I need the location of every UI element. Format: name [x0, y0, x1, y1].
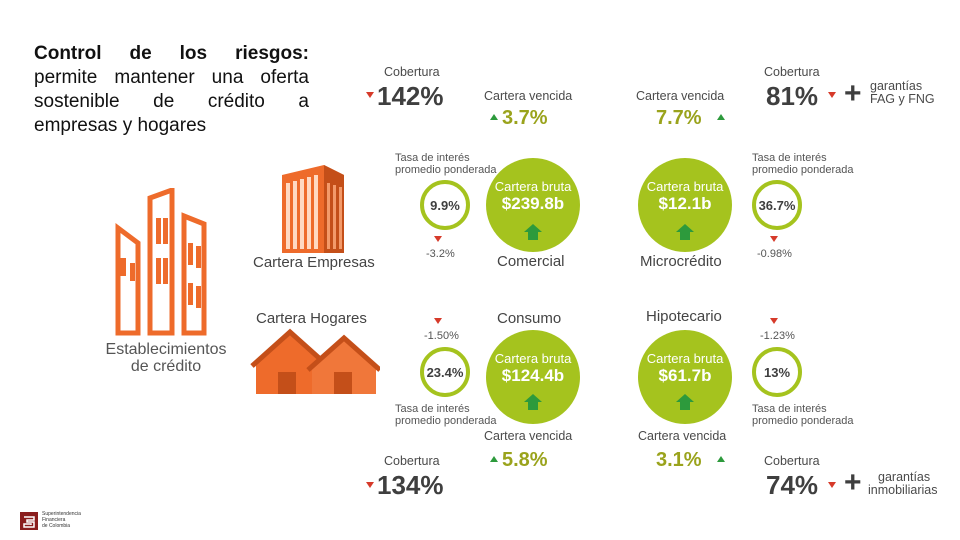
up-arrow-icon: [717, 456, 725, 462]
down-arrow-icon: [770, 236, 778, 242]
up-house-icon: [676, 394, 694, 410]
up-arrow-icon: [490, 456, 498, 462]
micro-coverage-value: 81%: [766, 81, 819, 111]
consumer-gross-circle: Cartera bruta $124.4b: [486, 330, 580, 424]
plus-icon: +: [844, 77, 862, 110]
commercial-rate-value: 9.9%: [430, 198, 460, 213]
mortgage-gross-value: $61.7b: [658, 366, 712, 385]
commercial-coverage-value: 142%: [377, 81, 444, 111]
commercial-npl-label: Cartera vencida: [484, 89, 573, 103]
superfinanciera-logo: Superintendencia Financiera de Colombia: [20, 510, 120, 534]
commercial-gross-circle: Cartera bruta $239.8b: [486, 158, 580, 252]
mortgage-coverage-value: 74%: [766, 470, 819, 500]
consumer-coverage-value: 134%: [377, 470, 444, 500]
mortgage-segment-label: Hipotecario: [646, 308, 722, 325]
mortgage-rate-label: Tasa de interés promedio ponderada: [752, 403, 854, 427]
plus-icon: +: [844, 466, 862, 499]
micro-rate-label: Tasa de interés promedio ponderada: [752, 152, 854, 176]
intro-title: Control de los riesgos:: [34, 43, 309, 64]
down-arrow-icon: [434, 236, 442, 242]
commercial-rate-change: -3.2%: [426, 248, 455, 260]
commercial-rate-label: Tasa de interés promedio ponderada: [395, 152, 497, 176]
consumer-rate-change: -1.50%: [424, 330, 459, 342]
up-house-icon: [676, 224, 694, 240]
micro-gross-value: $12.1b: [658, 194, 712, 213]
micro-rate-circle: 36.7%: [752, 180, 802, 230]
buildings-icon: [115, 188, 207, 336]
commercial-gross-value: $239.8b: [501, 194, 565, 213]
intro-body: permite mantener una oferta sostenible d…: [34, 67, 309, 136]
consumer-npl-value: 5.8%: [502, 449, 548, 471]
up-house-icon: [524, 224, 542, 240]
down-arrow-icon: [366, 482, 374, 488]
commercial-gross-label: Cartera bruta: [494, 179, 572, 194]
micro-coverage-label: Cobertura: [764, 65, 820, 79]
micro-gross-label: Cartera bruta: [646, 179, 724, 194]
micro-npl-value: 7.7%: [656, 107, 702, 129]
commercial-rate-circle: 9.9%: [420, 180, 470, 230]
consumer-gross-value: $124.4b: [501, 366, 565, 385]
mortgage-gross-circle: Cartera bruta $61.7b: [638, 330, 732, 424]
down-arrow-icon: [770, 318, 778, 324]
mortgage-guarantee-label: garantías inmobiliarias: [868, 470, 938, 497]
consumer-rate-value: 23.4%: [426, 365, 464, 380]
up-arrow-icon: [490, 114, 498, 120]
micro-npl-label: Cartera vencida: [636, 89, 725, 103]
consumer-npl-label: Cartera vencida: [484, 429, 573, 443]
up-house-icon: [524, 394, 542, 410]
mortgage-rate-circle: 13%: [752, 347, 802, 397]
mortgage-coverage-label: Cobertura: [764, 454, 820, 468]
commercial-coverage-label: Cobertura: [384, 65, 440, 79]
micro-gross-circle: Cartera bruta $12.1b: [638, 158, 732, 252]
mortgage-npl-value: 3.1%: [656, 449, 702, 471]
micro-rate-value: 36.7%: [758, 198, 796, 213]
consumer-rate-label: Tasa de interés promedio ponderada: [395, 403, 497, 427]
down-arrow-icon: [828, 482, 836, 488]
micro-rate-change: -0.98%: [757, 248, 792, 260]
consumer-rate-circle: 23.4%: [420, 347, 470, 397]
empresas-label: Cartera Empresas: [253, 254, 375, 271]
office-building-icon: [282, 165, 344, 253]
micro-guarantee-label: garantías FAG y FNG: [870, 79, 935, 106]
logo-mark-icon: [20, 512, 38, 530]
intro-text: Control de los riesgos: permite mantener…: [34, 42, 309, 138]
up-arrow-icon: [717, 114, 725, 120]
consumer-coverage-label: Cobertura: [384, 454, 440, 468]
down-arrow-icon: [828, 92, 836, 98]
mortgage-npl-label: Cartera vencida: [638, 429, 727, 443]
hogares-label: Cartera Hogares: [256, 310, 367, 327]
down-arrow-icon: [366, 92, 374, 98]
institutions-label: Establecimientos de crédito: [105, 341, 227, 375]
micro-segment-label: Microcrédito: [640, 253, 722, 270]
consumer-segment-label: Consumo: [497, 310, 562, 327]
houses-icon: [250, 328, 380, 394]
commercial-npl-value: 3.7%: [502, 107, 548, 129]
commercial-segment-label: Comercial: [497, 253, 565, 270]
mortgage-gross-label: Cartera bruta: [646, 351, 724, 366]
mortgage-rate-value: 13%: [763, 365, 791, 380]
mortgage-rate-change: -1.23%: [760, 330, 795, 342]
down-arrow-icon: [434, 318, 442, 324]
consumer-gross-label: Cartera bruta: [494, 351, 572, 366]
